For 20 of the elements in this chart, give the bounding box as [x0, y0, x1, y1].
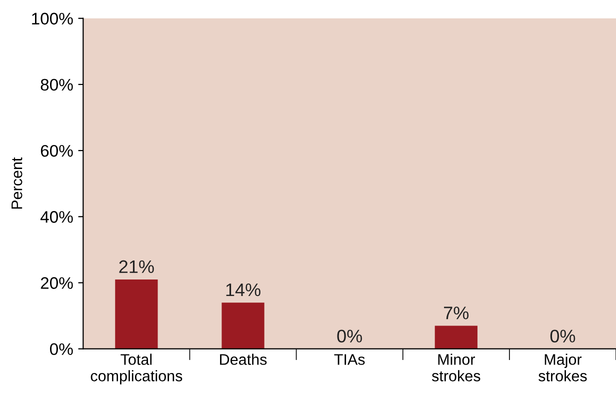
y-tick-label: 80% — [40, 78, 73, 91]
bar — [115, 279, 158, 349]
data-label: 21% — [119, 260, 154, 274]
y-tick-label: 60% — [40, 144, 73, 157]
bar — [222, 302, 264, 349]
data-label: 14% — [226, 284, 260, 296]
x-tick-label: TIAs — [334, 354, 365, 365]
data-label: 0% — [550, 330, 576, 342]
bar — [434, 326, 478, 349]
y-tick-label: 0% — [50, 343, 73, 356]
y-axis-title: Percent — [12, 157, 22, 209]
x-tick-label: Minor strokes — [432, 354, 480, 382]
x-tick-label: Major strokes — [538, 354, 587, 382]
x-tick-label: Deaths — [220, 354, 267, 365]
y-tick-label: 100% — [32, 12, 73, 25]
data-label: 0% — [337, 330, 362, 342]
y-tick-label: 40% — [40, 211, 73, 223]
y-tick-label: 20% — [40, 277, 73, 289]
x-tick-label: Total complications — [90, 354, 182, 384]
data-label: 7% — [444, 306, 469, 320]
